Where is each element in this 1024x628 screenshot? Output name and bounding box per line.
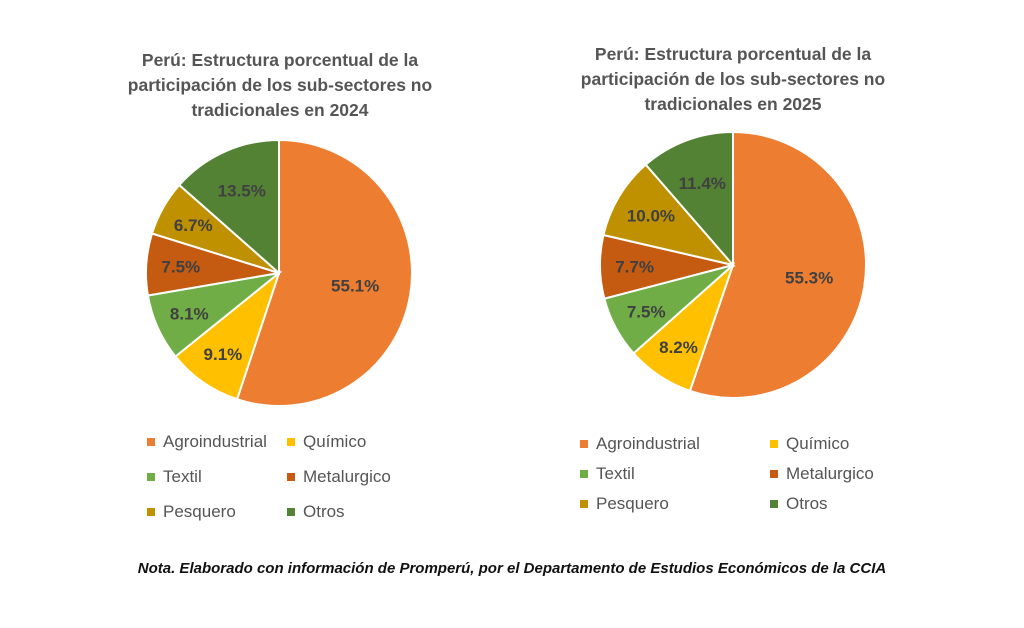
legend-label: Metalurgico bbox=[303, 467, 391, 486]
pie-slice-otros bbox=[644, 130, 734, 268]
legend-item-otros: Otros bbox=[287, 502, 345, 522]
source-note: Nota. Elaborado con información de Promp… bbox=[137, 560, 887, 577]
legend-item-qumico: Químico bbox=[287, 432, 366, 452]
legend-label: Otros bbox=[786, 494, 828, 513]
legend-label: Agroindustrial bbox=[163, 432, 267, 451]
legend-swatch-icon bbox=[287, 508, 295, 516]
legend-item-pesquero: Pesquero bbox=[580, 494, 669, 514]
chart-2-title-line-1: Perú: Estructura porcentual de la bbox=[594, 44, 872, 64]
legend-swatch-icon bbox=[147, 438, 155, 446]
legend-label: Pesquero bbox=[163, 502, 236, 521]
legend-swatch-icon bbox=[770, 470, 778, 478]
legend-item-pesquero: Pesquero bbox=[147, 502, 236, 522]
data-label-textil: 8.1% bbox=[170, 305, 209, 324]
legend-swatch-icon bbox=[580, 500, 588, 508]
legend-item-metalurgico: Metalurgico bbox=[287, 467, 391, 487]
chart-2-title-line-3: tradicionales en 2025 bbox=[644, 94, 822, 114]
legend-item-agroindustrial: Agroindustrial bbox=[147, 432, 267, 452]
chart-1-title-line-3: tradicionales en 2024 bbox=[191, 100, 369, 120]
data-label-pesquero: 10.0% bbox=[627, 207, 675, 226]
data-label-agroindustrial: 55.3% bbox=[785, 269, 833, 288]
chart-2-title-line-2: participación de los sub-sectores no bbox=[580, 69, 886, 89]
data-label-pesquero: 6.7% bbox=[174, 216, 213, 235]
legend-item-agroindustrial: Agroindustrial bbox=[580, 434, 700, 454]
legend-swatch-icon bbox=[147, 508, 155, 516]
data-label-metalurgico: 7.7% bbox=[615, 257, 654, 276]
legend-item-textil: Textil bbox=[147, 467, 202, 487]
legend-item-metalurgico: Metalurgico bbox=[770, 464, 874, 484]
data-label-agroindustrial: 55.1% bbox=[331, 276, 379, 295]
chart-1-title: Perú: Estructura porcentual de la partic… bbox=[110, 48, 450, 123]
data-label-otros: 13.5% bbox=[218, 182, 266, 201]
data-label-textil: 7.5% bbox=[627, 302, 666, 321]
chart-1-title-line-2: participación de los sub-sectores no bbox=[127, 75, 433, 95]
legend-item-qumico: Químico bbox=[770, 434, 849, 454]
pie-slice-pesquero bbox=[602, 163, 736, 267]
legend-swatch-icon bbox=[770, 440, 778, 448]
legend-label: Otros bbox=[303, 502, 345, 521]
legend-label: Agroindustrial bbox=[596, 434, 700, 453]
legend-label: Metalurgico bbox=[786, 464, 874, 483]
pie-slice-otros bbox=[177, 138, 280, 276]
legend-label: Químico bbox=[303, 432, 367, 451]
pie-slice-agroindustrial bbox=[235, 138, 413, 407]
legend-label: Textil bbox=[596, 464, 635, 483]
data-label-metalurgico: 7.5% bbox=[161, 258, 200, 277]
legend-swatch-icon bbox=[770, 500, 778, 508]
legend-swatch-icon bbox=[580, 470, 588, 478]
legend-label: Pesquero bbox=[596, 494, 669, 513]
legend-label: Textil bbox=[163, 467, 202, 486]
legend-item-otros: Otros bbox=[770, 494, 828, 514]
legend-item-textil: Textil bbox=[580, 464, 635, 484]
legend-swatch-icon bbox=[287, 438, 295, 446]
chart-2-title: Perú: Estructura porcentual de la partic… bbox=[543, 42, 923, 117]
chart-1-title-line-1: Perú: Estructura porcentual de la bbox=[141, 50, 419, 70]
legend-swatch-icon bbox=[580, 440, 588, 448]
legend-swatch-icon bbox=[147, 473, 155, 481]
legend-swatch-icon bbox=[287, 473, 295, 481]
data-label-otros: 11.4% bbox=[679, 174, 726, 193]
data-label-qumico: 8.2% bbox=[659, 338, 698, 357]
data-label-qumico: 9.1% bbox=[204, 345, 243, 364]
legend-label: Químico bbox=[786, 434, 850, 453]
